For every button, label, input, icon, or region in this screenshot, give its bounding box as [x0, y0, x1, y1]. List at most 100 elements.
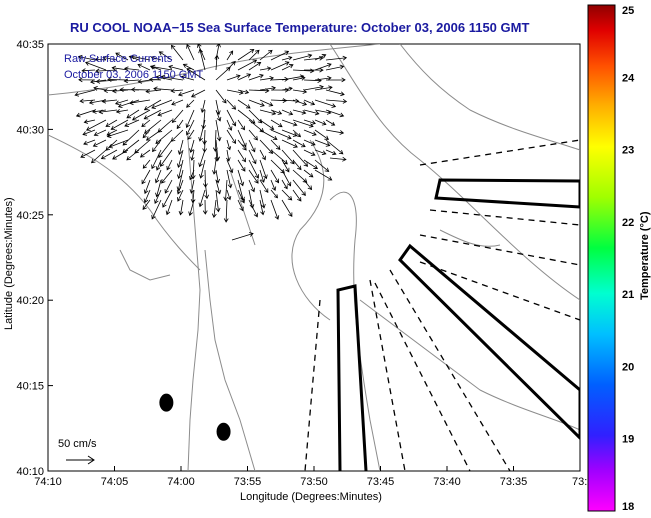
- dashed-line-6: [374, 282, 471, 471]
- current-vector: [292, 119, 314, 128]
- current-vector: [85, 61, 107, 71]
- current-vector: [131, 109, 151, 121]
- current-vector: [281, 139, 298, 148]
- current-vector: [100, 149, 118, 160]
- current-vector: [259, 49, 273, 61]
- current-vector: [170, 88, 184, 94]
- current-vector: [237, 139, 247, 151]
- current-vector: [143, 179, 151, 195]
- current-vector: [270, 109, 283, 115]
- current-vector: [226, 159, 234, 174]
- current-vector: [259, 129, 278, 141]
- current-vector: [259, 159, 268, 180]
- current-vector: [226, 119, 233, 131]
- current-vector: [325, 98, 348, 104]
- current-vector: [148, 77, 162, 82]
- current-vector: [259, 199, 265, 216]
- current-vector: [325, 129, 345, 135]
- current-vector: [107, 77, 129, 82]
- current-vector: [142, 129, 151, 139]
- current-vector: [281, 189, 293, 201]
- current-vector: [75, 109, 96, 118]
- current-vector: [112, 88, 129, 94]
- colorbar-tick-label: 21: [622, 289, 634, 301]
- current-vector: [162, 189, 173, 208]
- current-vector: [226, 139, 232, 151]
- y-tick-label: 40:35: [16, 39, 44, 51]
- current-vector: [150, 64, 173, 71]
- y-axis-ticks: 40:10 40:15 40:20 40:25 40:30 40:35: [16, 39, 53, 478]
- current-vector: [281, 179, 288, 190]
- current-vector: [93, 129, 107, 137]
- colorbar-tick-label: 23: [622, 145, 634, 157]
- current-vector: [237, 149, 246, 163]
- current-vector: [151, 149, 162, 170]
- current-vector: [303, 169, 314, 178]
- current-vector: [226, 99, 237, 110]
- colorbar: [587, 4, 616, 512]
- current-vector: [248, 73, 264, 81]
- current-vector: [259, 179, 269, 193]
- colorbar-tick-label: 24: [622, 72, 635, 84]
- current-vector: [158, 51, 173, 61]
- current-vector: [281, 119, 298, 127]
- transect-east-lower: [398, 243, 580, 441]
- current-vector: [237, 199, 244, 212]
- current-vector: [314, 139, 331, 147]
- deep-contour-2: [359, 299, 580, 431]
- current-vector: [90, 149, 107, 164]
- current-vector: [292, 159, 302, 171]
- x-axis-title: Longitude (Degrees:Minutes): [240, 491, 382, 503]
- current-vector: [165, 199, 173, 216]
- current-vector: [85, 119, 107, 131]
- current-vector: [92, 109, 107, 114]
- current-vector: [281, 199, 293, 218]
- legend-line-1: Raw Surface Currents: [64, 53, 173, 65]
- current-vector: [143, 189, 151, 204]
- current-vector: [187, 129, 195, 141]
- current-vector: [92, 139, 107, 147]
- current-vector: [248, 179, 255, 193]
- current-vector: [202, 199, 208, 215]
- current-vector: [117, 99, 140, 109]
- current-vector: [237, 89, 250, 95]
- current-vector: [270, 199, 280, 220]
- current-vector: [177, 189, 184, 202]
- transect-south: [336, 284, 368, 471]
- current-vector: [189, 139, 195, 153]
- current-vector: [154, 189, 162, 204]
- current-vector: [199, 159, 206, 179]
- ambrose-shoal: [119, 249, 171, 281]
- current-vector: [102, 55, 118, 61]
- current-vector: [188, 199, 195, 217]
- current-vector: [198, 48, 206, 71]
- colorbar-tick-label: 22: [622, 217, 634, 229]
- current-vector: [122, 129, 140, 146]
- current-vector: [259, 169, 266, 183]
- current-vector: [197, 44, 206, 61]
- current-vector: [259, 119, 275, 130]
- current-vector: [237, 99, 251, 109]
- current-vector: [226, 129, 236, 144]
- current-vector: [314, 63, 332, 71]
- current-vector: [237, 169, 245, 187]
- current-vector: [124, 66, 140, 72]
- current-vector: [303, 179, 313, 191]
- current-vector: [281, 169, 292, 187]
- shelf-contour-1: [204, 249, 256, 471]
- current-vector: [204, 179, 210, 200]
- current-vector: [198, 189, 206, 208]
- current-vector: [325, 64, 345, 71]
- current-vector: [215, 179, 222, 195]
- current-vector: [137, 78, 151, 84]
- current-vector: [186, 68, 206, 81]
- current-vector: [270, 61, 290, 71]
- y-tick-label: 40:30: [16, 124, 44, 136]
- current-vector: [314, 169, 333, 181]
- current-vector: [161, 169, 173, 184]
- current-vector: [190, 189, 196, 204]
- current-vector: [314, 85, 333, 91]
- current-vector: [248, 61, 262, 71]
- current-vector: [143, 99, 162, 111]
- current-vector: [145, 88, 162, 94]
